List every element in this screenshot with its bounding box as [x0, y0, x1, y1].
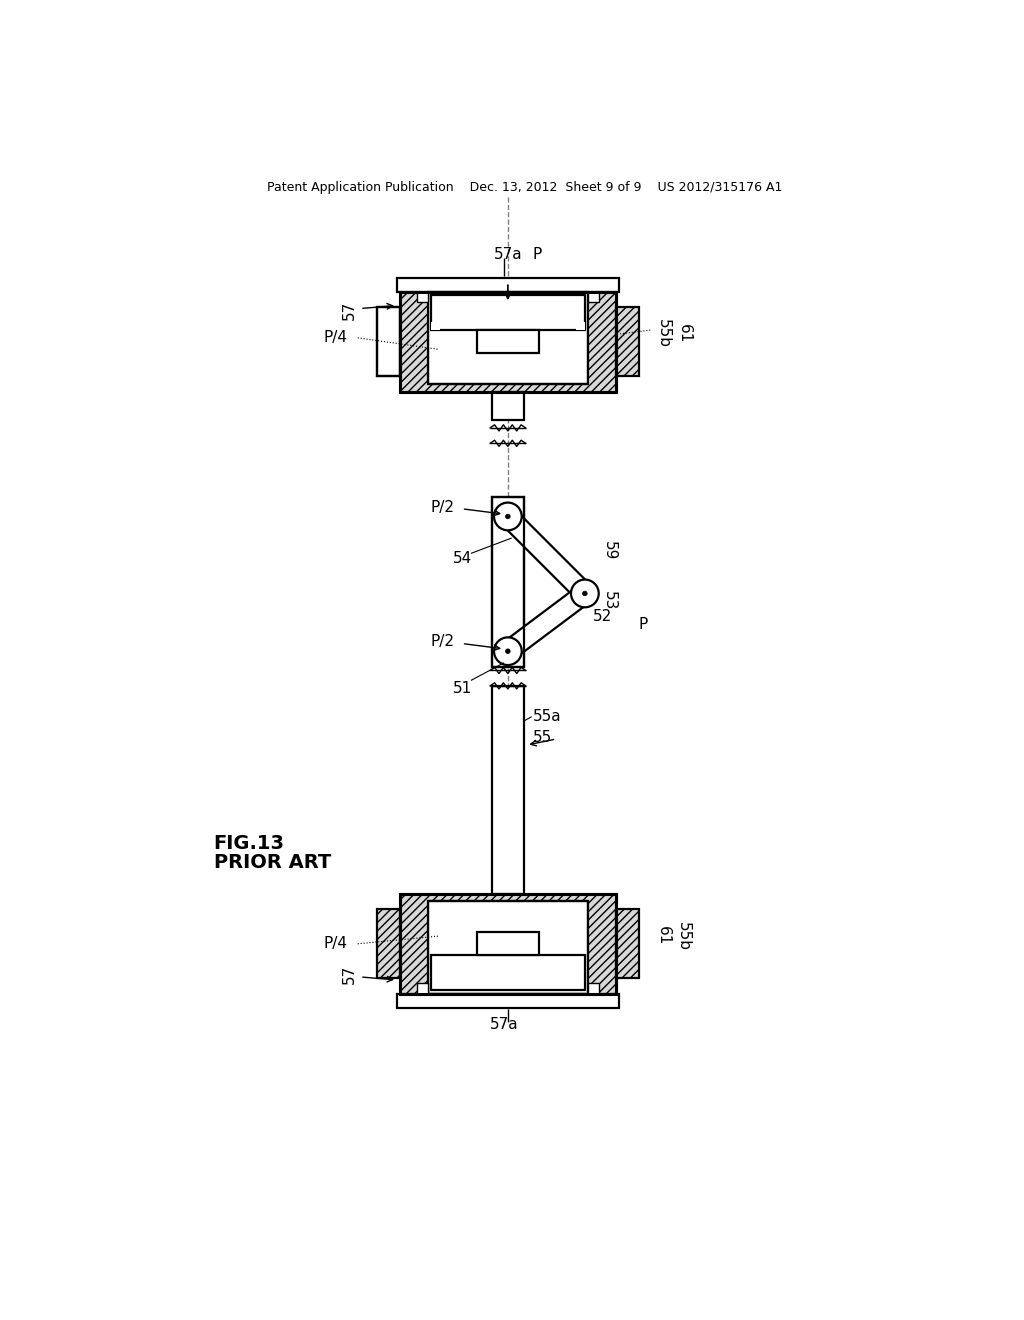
Circle shape [506, 649, 510, 653]
Polygon shape [501, 510, 592, 601]
Bar [397, 994, 618, 1007]
Bar [377, 308, 400, 376]
Bar [377, 909, 400, 978]
Bar [377, 909, 400, 978]
Bar [431, 956, 585, 990]
Bar [431, 296, 585, 330]
Text: PRIOR ART: PRIOR ART [214, 854, 331, 873]
Bar [492, 392, 524, 420]
Bar [431, 322, 440, 330]
Text: P: P [639, 616, 648, 632]
Bar [400, 292, 615, 392]
Text: 61: 61 [677, 325, 692, 343]
Text: P/2: P/2 [431, 635, 455, 649]
Bar [400, 894, 428, 994]
Text: 57: 57 [342, 965, 357, 985]
Text: 54: 54 [453, 552, 472, 566]
Circle shape [583, 591, 587, 595]
Text: 52: 52 [593, 609, 611, 624]
Bar [575, 322, 585, 330]
Bar [428, 902, 588, 994]
Bar [400, 894, 615, 994]
Text: P/4: P/4 [323, 330, 347, 346]
Text: 53: 53 [602, 591, 616, 611]
Bar [400, 894, 615, 994]
Bar [400, 894, 615, 994]
Bar [477, 932, 539, 956]
Bar [428, 292, 588, 384]
Bar [417, 983, 428, 994]
Circle shape [494, 503, 521, 531]
Text: P/4: P/4 [323, 936, 347, 952]
Text: 57a: 57a [494, 247, 522, 263]
Text: 59: 59 [602, 541, 616, 561]
Bar [397, 277, 618, 292]
Bar [400, 292, 428, 392]
Bar [615, 909, 639, 978]
Bar [588, 292, 615, 392]
Bar [400, 292, 615, 392]
Bar [377, 308, 400, 376]
Bar [428, 292, 588, 384]
Bar [588, 983, 599, 994]
Text: 55b: 55b [655, 319, 671, 348]
Text: 61: 61 [655, 927, 671, 946]
Bar [615, 308, 639, 376]
Text: P/2: P/2 [431, 500, 455, 515]
Text: 57: 57 [342, 301, 357, 321]
Text: 55: 55 [534, 730, 553, 744]
Bar [615, 308, 639, 376]
Bar [588, 292, 599, 302]
Bar [492, 498, 524, 667]
Polygon shape [502, 586, 591, 659]
Bar [588, 894, 615, 994]
Text: FIG.13: FIG.13 [214, 834, 285, 853]
Text: 57a: 57a [489, 1018, 518, 1032]
Circle shape [506, 515, 510, 519]
Bar [477, 330, 539, 354]
Text: P: P [532, 247, 542, 263]
Bar [428, 902, 588, 994]
Text: Patent Application Publication    Dec. 13, 2012  Sheet 9 of 9    US 2012/315176 : Patent Application Publication Dec. 13, … [267, 181, 782, 194]
Bar [492, 686, 524, 894]
Circle shape [571, 579, 599, 607]
Bar [615, 909, 639, 978]
Bar [417, 292, 428, 302]
Bar [492, 498, 524, 667]
Bar [400, 292, 615, 392]
Text: 51: 51 [453, 681, 472, 696]
Circle shape [494, 638, 521, 665]
Text: 55b: 55b [676, 921, 691, 950]
Text: 55a: 55a [534, 709, 562, 725]
Bar [377, 308, 400, 376]
